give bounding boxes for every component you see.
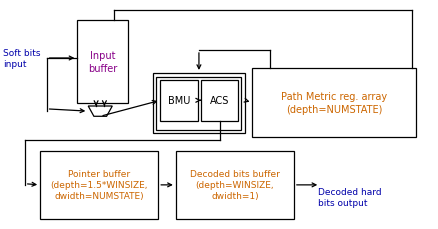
Text: BMU: BMU	[167, 96, 190, 106]
Bar	[40, 151, 158, 219]
Bar	[77, 21, 127, 103]
Bar	[175, 151, 293, 219]
Bar	[160, 80, 197, 121]
Text: Decoded bits buffer
(depth=WINSIZE,
dwidth=1): Decoded bits buffer (depth=WINSIZE, dwid…	[190, 169, 279, 201]
Text: Decoded hard
bits output: Decoded hard bits output	[317, 188, 381, 207]
Bar	[252, 69, 416, 137]
Text: Path Metric reg. array
(depth=NUMSTATE): Path Metric reg. array (depth=NUMSTATE)	[281, 92, 387, 114]
Bar	[156, 77, 241, 130]
Text: Pointer buffer
(depth=1.5*WINSIZE,
dwidth=NUMSTATE): Pointer buffer (depth=1.5*WINSIZE, dwidt…	[50, 169, 148, 201]
Bar	[201, 80, 238, 121]
Text: ACS: ACS	[209, 96, 229, 106]
Bar	[152, 74, 244, 134]
Text: Soft bits
input: Soft bits input	[3, 49, 40, 69]
Text: Input
buffer: Input buffer	[88, 51, 117, 73]
Polygon shape	[88, 106, 112, 117]
